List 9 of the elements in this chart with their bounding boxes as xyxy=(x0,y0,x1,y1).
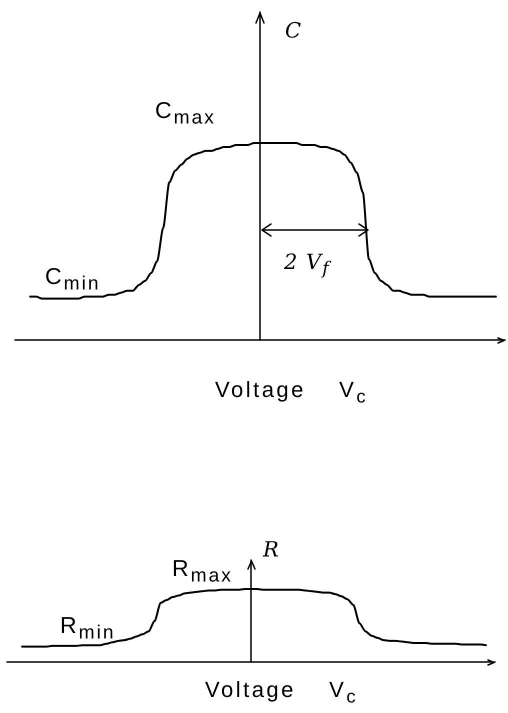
y-axis-title: R xyxy=(262,538,279,562)
text: C$_{max}$ xyxy=(155,97,216,130)
annotation: C$_{min}$ xyxy=(45,263,100,296)
annotation: 2 V$_{f}$ xyxy=(284,250,330,280)
x-axis-title: Voltage V$_{c}$ xyxy=(205,677,358,706)
x-axis-title: Voltage V$_{c}$ xyxy=(215,377,368,406)
y-axis-title: C xyxy=(285,18,302,42)
text: R$_{max}$ xyxy=(172,555,233,588)
annotation: R$_{min}$ xyxy=(60,612,116,645)
